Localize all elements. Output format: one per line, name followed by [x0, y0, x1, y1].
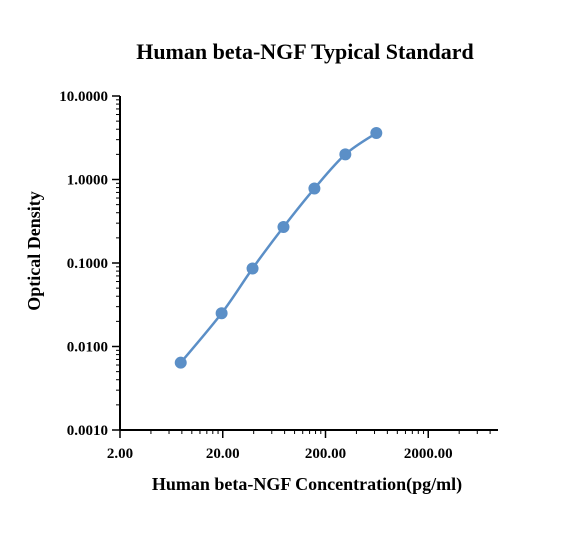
- x-tick-label: 200.00: [305, 446, 346, 462]
- x-ticks: 2.00 20.00 200.00 2000.00: [107, 430, 491, 462]
- x-axis-label: Human beta-NGF Concentration(pg/ml): [152, 474, 462, 495]
- y-axis-label: Optical Density: [24, 191, 44, 311]
- x-tick-label: 2000.00: [404, 446, 453, 462]
- series-line: [179, 132, 378, 364]
- x-tick-label: 2.00: [107, 446, 133, 462]
- y-ticks: 0.0010 0.0100 0.1000 1.0000 10.0000: [59, 89, 120, 439]
- series-layer: [174, 127, 383, 369]
- data-point: [277, 220, 290, 233]
- y-tick-label: 0.0100: [67, 340, 108, 356]
- data-point: [174, 356, 187, 369]
- plot-area: 2.00 20.00 200.00 2000.00 0.0010 0.0100 0.100…: [59, 89, 498, 462]
- data-point: [308, 182, 321, 195]
- data-point: [339, 148, 352, 161]
- y-tick-label: 0.1000: [67, 256, 108, 272]
- y-tick-label: 0.0010: [67, 423, 108, 439]
- data-point: [370, 127, 383, 140]
- data-point: [215, 307, 228, 320]
- y-tick-label: 10.0000: [59, 89, 108, 105]
- chart-title: Human beta-NGF Typical Standard: [136, 39, 474, 64]
- y-tick-label: 1.0000: [67, 173, 108, 189]
- data-point: [246, 262, 259, 275]
- x-tick-label: 20.00: [206, 446, 240, 462]
